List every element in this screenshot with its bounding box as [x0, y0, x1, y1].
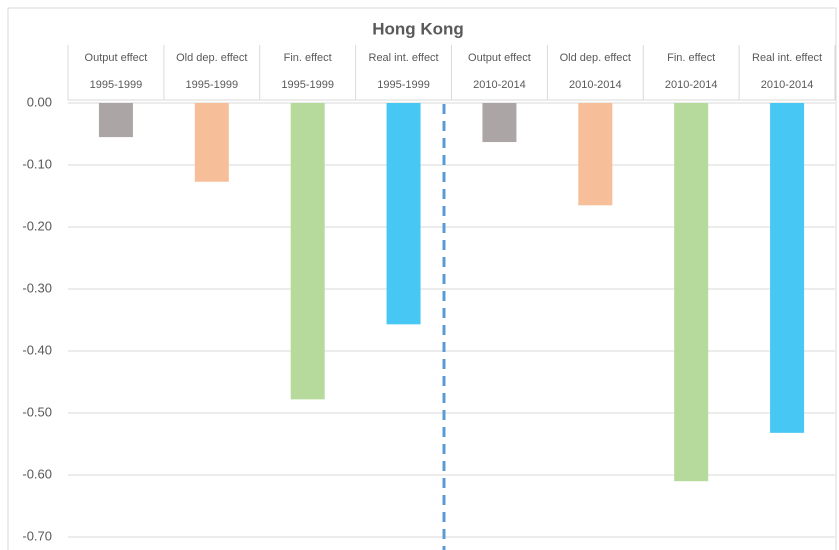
period-label: 1995-1999 [281, 79, 334, 91]
category-label: Old dep. effect [560, 52, 631, 64]
category-label: Fin. effect [667, 52, 715, 64]
period-label: 2010-2014 [761, 79, 814, 91]
chart-border [7, 7, 837, 550]
period-label: 1995-1999 [90, 79, 143, 91]
bar [578, 103, 613, 206]
y-tick-label: -0.10 [22, 156, 52, 171]
y-tick-label: -0.70 [22, 528, 52, 543]
bar [674, 103, 709, 482]
category-label: Real int. effect [369, 52, 439, 64]
chart-title: Hong Kong [372, 19, 464, 38]
y-tick-label: -0.20 [22, 218, 52, 233]
period-label: 1995-1999 [377, 79, 430, 91]
category-label: Output effect [85, 52, 148, 64]
bar [194, 103, 229, 182]
bar [482, 103, 517, 143]
y-tick-label: -0.60 [22, 466, 52, 481]
period-label: 2010-2014 [473, 79, 526, 91]
category-label: Output effect [468, 52, 531, 64]
y-tick-label: -0.50 [22, 404, 52, 419]
y-tick-label: -0.40 [22, 342, 52, 357]
period-label: 2010-2014 [665, 79, 718, 91]
bar [98, 103, 133, 138]
y-tick-label: -0.30 [22, 280, 52, 295]
category-label: Old dep. effect [176, 52, 247, 64]
bar [386, 103, 421, 325]
period-label: 1995-1999 [186, 79, 239, 91]
period-label: 2010-2014 [569, 79, 622, 91]
bar [290, 103, 325, 400]
category-label: Fin. effect [284, 52, 332, 64]
category-label: Real int. effect [752, 52, 822, 64]
bar [770, 103, 805, 433]
y-tick-label: 0.00 [27, 94, 52, 109]
